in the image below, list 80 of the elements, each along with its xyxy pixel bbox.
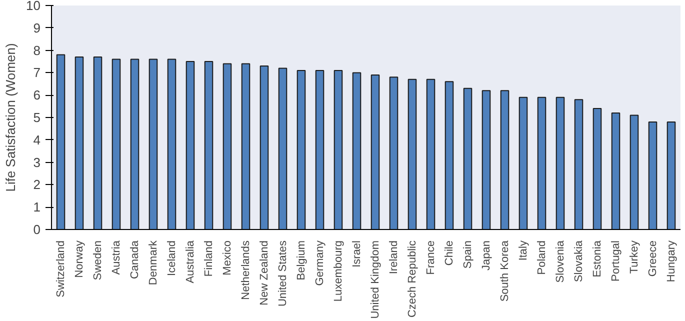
y-axis-title: Life Satisfaction (Women) [3, 43, 18, 192]
y-tick-label: 8 [33, 42, 41, 58]
bar [334, 70, 343, 230]
bar [463, 88, 472, 230]
bar [666, 121, 676, 230]
x-tick-label: Germany [314, 240, 326, 286]
bar [130, 58, 140, 230]
bar [241, 63, 250, 230]
bar [315, 70, 324, 230]
bar [112, 58, 121, 230]
y-tick-label: 3 [33, 154, 41, 170]
x-tick-label: Spain [462, 240, 474, 269]
x-tick-label: Switzerland [54, 240, 67, 298]
y-tick-label: 2 [33, 177, 41, 192]
bar [574, 99, 584, 230]
bar [296, 70, 306, 230]
x-tick-label: Iceland [166, 240, 178, 276]
x-tick-label: Japan [480, 240, 492, 270]
bar [537, 96, 546, 230]
bar [518, 96, 528, 230]
x-tick-label: Australia [184, 240, 196, 284]
bar [648, 121, 658, 230]
x-tick-label: Hungary [665, 240, 678, 282]
x-tick-label: Canada [128, 240, 141, 280]
x-tick-label: Israel [350, 240, 363, 268]
x-tick-label: Austria [110, 240, 122, 275]
bar [389, 76, 398, 230]
bar [444, 81, 454, 230]
x-tick-label: Slovenia [554, 240, 566, 283]
x-tick-label: Belgium [295, 240, 308, 280]
bar [186, 61, 195, 230]
x-tick-label: Finland [202, 240, 215, 277]
x-tick-label: South Korea [498, 240, 511, 302]
bar [278, 68, 288, 230]
x-tick-label: New Zealand [258, 240, 270, 306]
x-tick-label: Mexico [221, 240, 234, 276]
bar [260, 65, 269, 230]
y-tick-label: 9 [33, 20, 41, 36]
bar [611, 112, 620, 230]
x-tick-label: Norway [73, 240, 86, 278]
bar [56, 54, 66, 230]
x-tick-label: Italy [517, 240, 530, 261]
bar [352, 72, 362, 230]
x-tick-label: Turkey [628, 240, 640, 274]
y-tick-label: 10 [26, 0, 41, 13]
bar [74, 56, 84, 230]
x-tick-label: Netherlands [240, 240, 252, 300]
x-tick-label: Estonia [591, 240, 604, 278]
x-tick-label: Portugal [610, 240, 622, 282]
x-tick-label: Luxembourg [332, 240, 344, 302]
bar [93, 56, 102, 230]
bar [167, 58, 176, 230]
bar [482, 90, 491, 230]
x-tick-label: Czech Republic [406, 240, 418, 318]
bar [630, 114, 639, 230]
bar [148, 58, 158, 230]
x-tick-label: Poland [536, 240, 548, 275]
bar [408, 78, 417, 230]
y-tick-label: 1 [33, 200, 41, 215]
x-tick-label: Slovakia [572, 240, 585, 282]
bar [370, 74, 380, 230]
bar [426, 78, 436, 230]
y-tick-label: 5 [33, 110, 41, 125]
bar [556, 96, 565, 230]
bar [500, 90, 510, 230]
x-tick-label: United Kingdom [369, 240, 382, 319]
y-tick-label: 6 [33, 88, 41, 103]
x-tick-label: United States [276, 240, 289, 307]
x-tick-label: Greece [646, 240, 659, 277]
bar [222, 63, 232, 230]
x-tick-label: Denmark [147, 240, 160, 286]
x-tick-label: France [424, 240, 437, 275]
x-tick-label: Sweden [92, 240, 104, 280]
x-tick-label: Ireland [388, 240, 400, 274]
y-tick-label: 0 [33, 222, 41, 237]
y-tick-label: 4 [33, 132, 41, 148]
y-tick-label: 7 [33, 65, 41, 80]
bar [592, 108, 602, 230]
x-tick-label: Chile [443, 240, 456, 266]
bar [204, 61, 214, 230]
